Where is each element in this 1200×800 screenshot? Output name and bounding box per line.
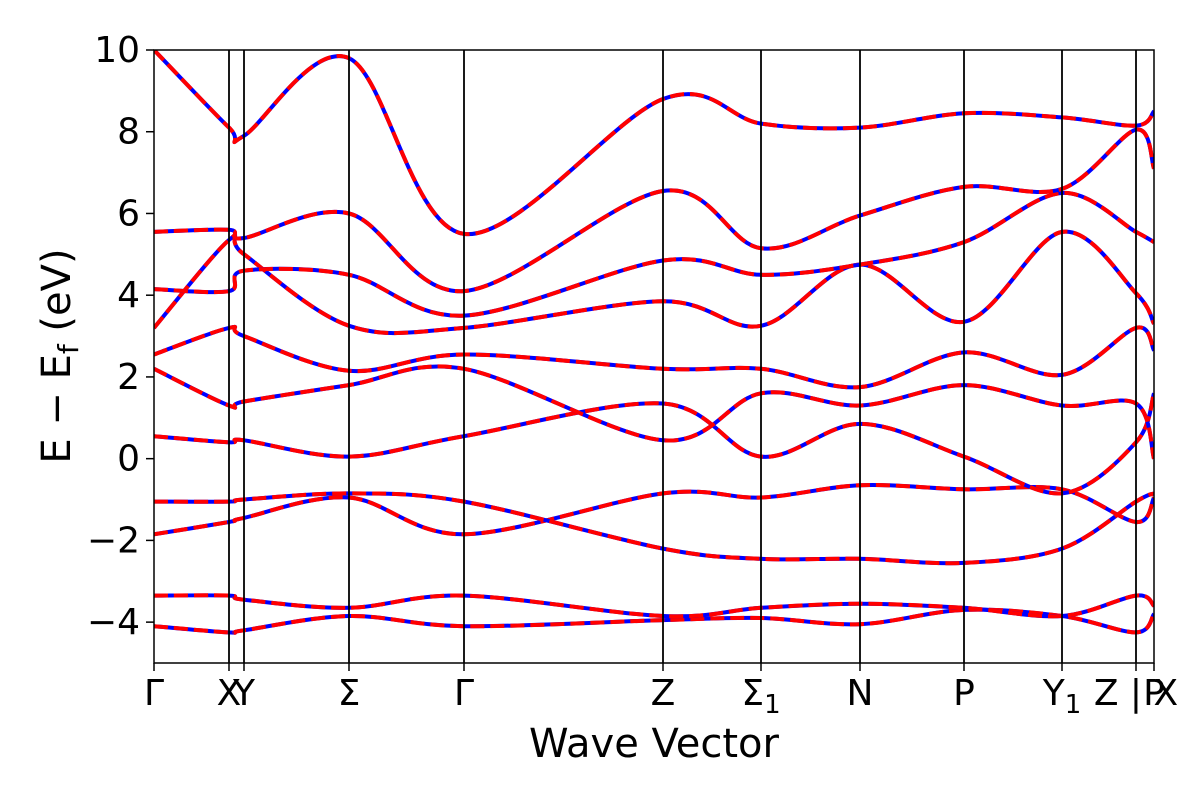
y-axis-title-unit: (eV) bbox=[34, 248, 80, 331]
x-tick-label: Z | X bbox=[1094, 673, 1178, 714]
band-lines bbox=[154, 50, 1154, 635]
x-tick-label: Y1 bbox=[1042, 673, 1082, 720]
band-line-red bbox=[154, 50, 1154, 236]
band-line-red bbox=[154, 392, 1154, 496]
y-tick-label: −2 bbox=[87, 520, 140, 561]
band-line-blue bbox=[154, 392, 1154, 496]
high-symmetry-lines bbox=[228, 50, 1137, 663]
x-tick-label: N bbox=[847, 673, 874, 714]
y-axis-title-main: E − E bbox=[34, 354, 80, 464]
y-tick-label: 8 bbox=[117, 112, 140, 153]
x-tick-label: X bbox=[217, 673, 242, 714]
plot-frame bbox=[153, 49, 1155, 664]
band-line-blue bbox=[154, 364, 1154, 460]
band-line-red bbox=[154, 190, 1154, 318]
y-tick-label: −4 bbox=[87, 602, 140, 643]
y-tick-label: 6 bbox=[117, 193, 140, 234]
y-axis-title-space bbox=[34, 332, 80, 345]
band-line-blue bbox=[154, 127, 1154, 294]
band-line-blue bbox=[154, 50, 1154, 236]
x-tick-label: Σ bbox=[338, 673, 361, 714]
y-axis-title: E − Ef (eV) bbox=[34, 248, 85, 463]
y-axis-title-sub: f bbox=[52, 343, 85, 354]
band-line-red bbox=[154, 482, 1154, 537]
band-line-red bbox=[154, 364, 1154, 460]
band-line-blue bbox=[154, 324, 1154, 390]
band-line-blue bbox=[154, 190, 1154, 318]
band-line-blue bbox=[154, 229, 1154, 336]
band-line-red bbox=[154, 491, 1154, 566]
band-line-red bbox=[154, 229, 1154, 336]
x-tick-label: Γ bbox=[454, 673, 474, 714]
band-line-red bbox=[154, 127, 1154, 294]
band-line-red bbox=[154, 593, 1154, 619]
x-tick-label: Γ bbox=[144, 673, 164, 714]
x-tick-label: Z bbox=[651, 673, 676, 714]
x-tick-label: Σ1 bbox=[741, 673, 780, 720]
x-tick-label: P bbox=[1143, 673, 1165, 714]
x-tick-label: P bbox=[953, 673, 975, 714]
y-tick-label: 4 bbox=[117, 275, 140, 316]
y-tick-label: 0 bbox=[117, 439, 140, 480]
band-line-red bbox=[154, 324, 1154, 390]
y-tick-label: 2 bbox=[117, 357, 140, 398]
x-tick-label: Y bbox=[232, 673, 256, 714]
x-axis-title: Wave Vector bbox=[529, 721, 780, 767]
y-axis: −4 −2 0 2 4 6 8 10 bbox=[87, 30, 154, 643]
y-tick-label: 10 bbox=[94, 30, 140, 71]
band-line-blue bbox=[154, 482, 1154, 537]
x-axis: Γ XY Σ Γ Z Σ1 N P Y1 Z | XP bbox=[144, 663, 1178, 720]
